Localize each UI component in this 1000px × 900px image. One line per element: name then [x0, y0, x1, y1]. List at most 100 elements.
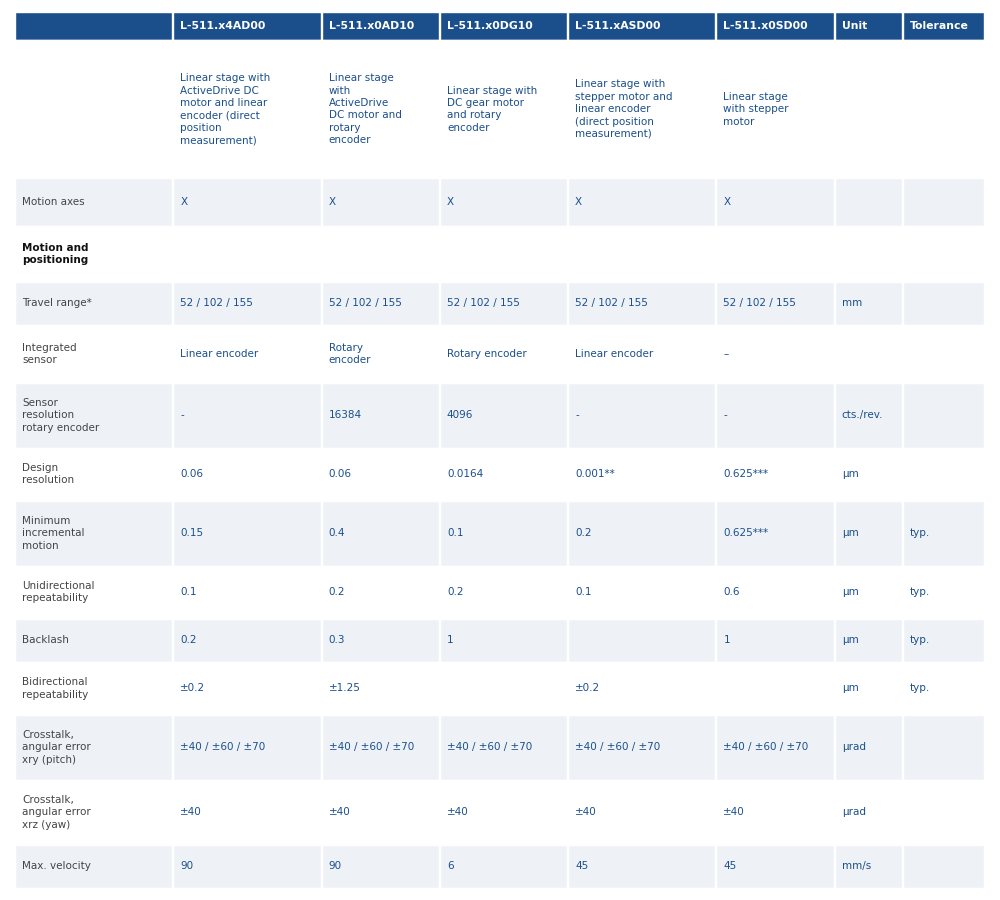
Bar — [440, 618, 567, 662]
Text: Backlash: Backlash — [22, 635, 69, 645]
Bar — [835, 282, 902, 325]
Bar — [322, 282, 439, 325]
Bar — [173, 662, 321, 715]
Bar — [440, 382, 567, 448]
Bar — [568, 282, 715, 325]
Text: 52 / 102 / 155: 52 / 102 / 155 — [180, 299, 253, 309]
Text: 6: 6 — [447, 861, 454, 871]
Bar — [173, 40, 321, 178]
Bar — [568, 715, 715, 779]
Text: ±40 / ±60 / ±70: ±40 / ±60 / ±70 — [447, 742, 532, 752]
Bar — [15, 779, 172, 845]
Bar — [15, 325, 172, 382]
Bar — [568, 227, 715, 282]
Bar — [903, 448, 984, 500]
Text: Bidirectional
repeatability: Bidirectional repeatability — [22, 677, 88, 699]
Bar — [440, 715, 567, 779]
Bar — [903, 227, 984, 282]
Text: typ.: typ. — [910, 587, 930, 597]
Text: Crosstalk,
angular error
xrz (yaw): Crosstalk, angular error xrz (yaw) — [22, 795, 91, 830]
Text: 0.625***: 0.625*** — [723, 528, 769, 538]
Bar — [716, 448, 834, 500]
Text: Linear stage
with
ActiveDrive
DC motor and
rotary
encoder: Linear stage with ActiveDrive DC motor a… — [329, 73, 402, 145]
Bar — [835, 618, 902, 662]
Bar — [173, 382, 321, 448]
Bar — [903, 662, 984, 715]
Bar — [440, 227, 567, 282]
Text: μrad: μrad — [842, 807, 866, 817]
Bar — [716, 178, 834, 227]
Bar — [716, 779, 834, 845]
Bar — [440, 500, 567, 565]
Bar — [15, 382, 172, 448]
Text: Integrated
sensor: Integrated sensor — [22, 343, 77, 365]
Bar — [568, 12, 715, 40]
Bar — [568, 845, 715, 888]
Bar — [903, 12, 984, 40]
Bar — [322, 325, 439, 382]
Text: mm/s: mm/s — [842, 861, 871, 871]
Bar — [322, 227, 439, 282]
Text: ±0.2: ±0.2 — [575, 683, 600, 693]
Text: ±40 / ±60 / ±70: ±40 / ±60 / ±70 — [723, 742, 809, 752]
Bar — [568, 178, 715, 227]
Bar — [173, 779, 321, 845]
Bar — [173, 845, 321, 888]
Text: 0.0164: 0.0164 — [447, 469, 483, 479]
Text: Linear stage with
stepper motor and
linear encoder
(direct position
measurement): Linear stage with stepper motor and line… — [575, 79, 673, 139]
Bar — [716, 12, 834, 40]
Bar — [322, 662, 439, 715]
Text: L-511.x0AD10: L-511.x0AD10 — [329, 21, 414, 31]
Bar — [716, 500, 834, 565]
Bar — [15, 565, 172, 618]
Text: mm: mm — [842, 299, 862, 309]
Bar — [568, 662, 715, 715]
Bar — [15, 448, 172, 500]
Bar — [903, 178, 984, 227]
Bar — [15, 178, 172, 227]
Bar — [440, 565, 567, 618]
Bar — [568, 382, 715, 448]
Bar — [568, 325, 715, 382]
Text: 4096: 4096 — [447, 410, 473, 420]
Bar — [440, 40, 567, 178]
Bar — [322, 178, 439, 227]
Bar — [716, 282, 834, 325]
Text: 0.15: 0.15 — [180, 528, 203, 538]
Text: 1: 1 — [723, 635, 730, 645]
Text: 0.06: 0.06 — [180, 469, 203, 479]
Bar — [440, 662, 567, 715]
Text: Unidirectional
repeatability: Unidirectional repeatability — [22, 580, 94, 603]
Text: L-511.xASD00: L-511.xASD00 — [575, 21, 661, 31]
Bar — [835, 448, 902, 500]
Bar — [173, 325, 321, 382]
Bar — [835, 382, 902, 448]
Text: ±0.2: ±0.2 — [180, 683, 205, 693]
Bar — [173, 227, 321, 282]
Bar — [835, 565, 902, 618]
Bar — [716, 227, 834, 282]
Bar — [716, 565, 834, 618]
Bar — [903, 282, 984, 325]
Text: 0.06: 0.06 — [329, 469, 352, 479]
Bar — [903, 845, 984, 888]
Text: typ.: typ. — [910, 683, 930, 693]
Text: Linear stage
with stepper
motor: Linear stage with stepper motor — [723, 92, 789, 127]
Bar — [835, 178, 902, 227]
Bar — [440, 325, 567, 382]
Bar — [440, 178, 567, 227]
Bar — [15, 715, 172, 779]
Text: 52 / 102 / 155: 52 / 102 / 155 — [723, 299, 796, 309]
Bar — [568, 618, 715, 662]
Text: ±40: ±40 — [329, 807, 350, 817]
Bar — [15, 662, 172, 715]
Text: ±1.25: ±1.25 — [329, 683, 361, 693]
Text: Rotary encoder: Rotary encoder — [447, 349, 527, 359]
Text: X: X — [180, 197, 187, 207]
Text: 0.1: 0.1 — [180, 587, 197, 597]
Text: -: - — [575, 410, 579, 420]
Text: 0.2: 0.2 — [180, 635, 197, 645]
Text: μm: μm — [842, 587, 858, 597]
Bar — [440, 12, 567, 40]
Text: ±40: ±40 — [575, 807, 597, 817]
